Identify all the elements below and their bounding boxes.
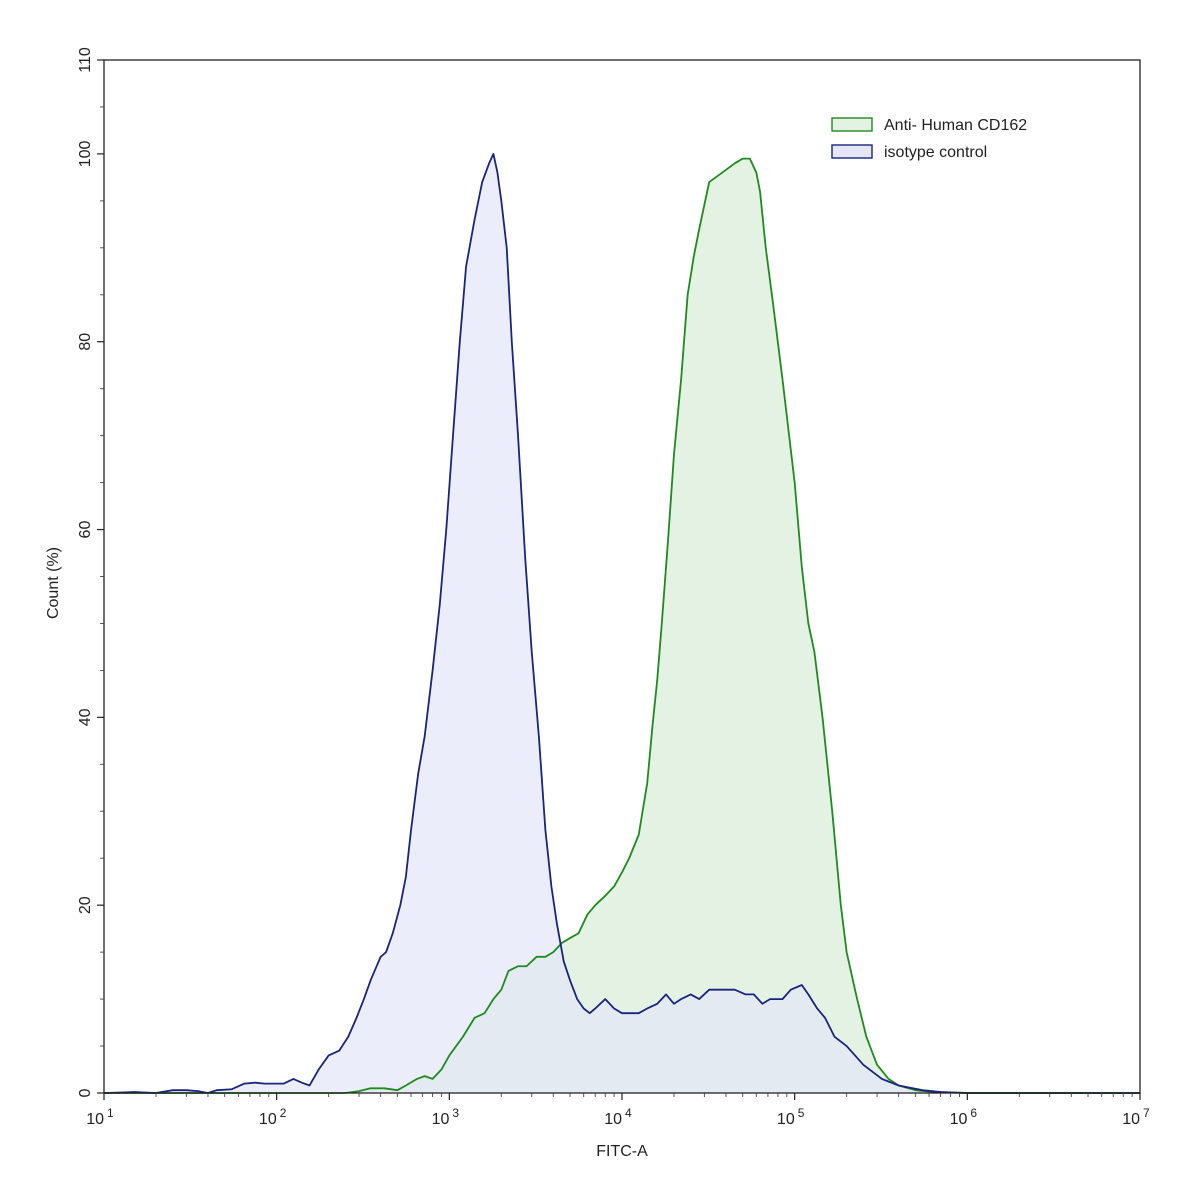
x-tick-label-6: 10 7 <box>1122 1106 1150 1128</box>
x-tick-label-5: 10 6 <box>950 1106 978 1128</box>
y-tick-label-5: 100 <box>77 140 94 167</box>
x-tick-label-0: 10 1 <box>86 1106 114 1128</box>
y-tick-label-3: 60 <box>77 521 94 539</box>
series-lines <box>103 153 1140 1094</box>
series-line-1 <box>104 157 1140 1094</box>
y-tick-label-4: 80 <box>77 333 94 351</box>
y-tick-label-0: 0 <box>77 1088 94 1097</box>
legend: Anti- Human CD162 isotype control <box>831 117 1027 161</box>
x-tick-label-3: 10 4 <box>604 1106 632 1128</box>
y-tick-label-2: 40 <box>77 708 94 726</box>
series-area-1 <box>104 158 1140 1094</box>
legend-swatch-2 <box>831 144 873 159</box>
series-fills <box>104 153 1140 1094</box>
x-axis-label: FITC-A <box>596 1143 648 1160</box>
x-axis-ticks: 10 1 10 2 10 3 10 4 10 5 10 6 10 7 <box>86 1093 1150 1128</box>
series-line-2 <box>103 153 1140 1094</box>
legend-swatch-1 <box>831 117 873 132</box>
legend-label-1: Anti- Human CD162 <box>884 117 1027 134</box>
legend-label-2: isotype control <box>884 144 987 161</box>
y-tick-label-6: 110 <box>77 47 94 73</box>
x-tick-label-1: 10 2 <box>259 1106 287 1128</box>
x-tick-label-2: 10 3 <box>432 1106 460 1128</box>
y-axis-label: Count (%) <box>45 547 62 619</box>
x-tick-label-4: 10 5 <box>777 1106 805 1128</box>
y-axis-ticks: 0 20 40 60 80 100 110 <box>77 47 104 1097</box>
y-tick-label-1: 20 <box>77 896 94 914</box>
